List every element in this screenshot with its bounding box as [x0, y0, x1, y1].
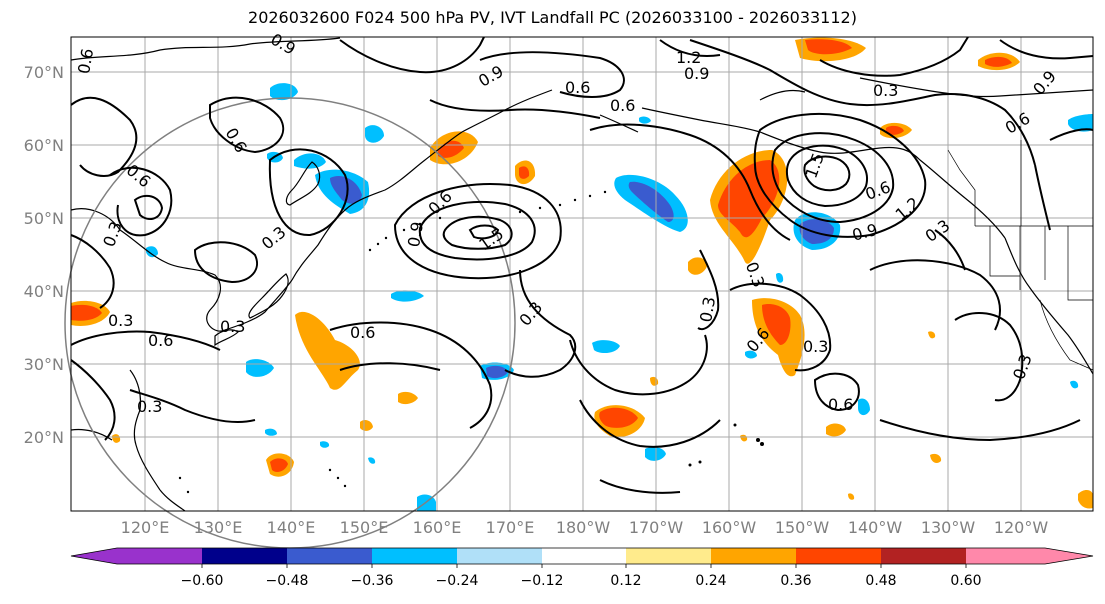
colorbar-outline	[70, 547, 1094, 565]
graticule	[71, 37, 1093, 511]
colorbar-tick-label: 0.60	[950, 573, 981, 589]
lon-label: 160°W	[702, 518, 757, 537]
political-borders	[947, 140, 1094, 371]
contour-label: 0.6	[148, 331, 173, 350]
map-frame	[70, 36, 1094, 512]
lon-label: 120°W	[994, 518, 1049, 537]
colorbar-tick-label: −0.24	[436, 573, 479, 589]
colorbar-tick-label: −0.48	[266, 573, 309, 589]
lat-label-20n: 20°N	[24, 428, 64, 447]
colorbar-tick-label: 0.36	[780, 573, 811, 589]
lat-label-60n: 60°N	[24, 136, 64, 155]
contour-label: 0.3	[137, 397, 162, 416]
contour-label: 0.6	[350, 323, 375, 342]
anomaly-shading	[71, 37, 1093, 511]
colorbar-segment	[457, 548, 542, 564]
colorbar-segment	[202, 548, 287, 564]
colorbar-segment	[796, 548, 881, 564]
contour-label: 1.2	[676, 48, 701, 67]
lon-label: 150°E	[340, 518, 389, 537]
colorbar-tick-label: 0.24	[695, 573, 726, 589]
colorbar-tick-label: −0.36	[351, 573, 394, 589]
colorbar-tick-label: 0.12	[610, 573, 641, 589]
contour-label: 0.3	[696, 295, 719, 323]
colorbar-segment	[542, 548, 626, 564]
lon-label: 170°W	[629, 518, 684, 537]
lon-label: 120°E	[121, 518, 170, 537]
map-title: 2026032600 F024 500 hPa PV, IVT Landfall…	[248, 8, 857, 27]
lat-label-30n: 30°N	[24, 355, 64, 374]
lon-label: 180°W	[556, 518, 611, 537]
colorbar-segment	[287, 548, 372, 564]
lon-label: 130°E	[194, 518, 243, 537]
lon-label: 170°E	[486, 518, 535, 537]
latitude-axis: 70°N 60°N 50°N 40°N 30°N 20°N	[24, 63, 64, 447]
colorbar-segment	[711, 548, 796, 564]
lon-label: 160°E	[413, 518, 462, 537]
longitude-axis: 120°E 130°E 140°E 150°E 160°E 170°E 180°…	[121, 518, 1049, 537]
colorbar-segment	[881, 548, 966, 564]
contour-label: 0.3	[873, 81, 898, 100]
contour-label: 0.9	[404, 220, 427, 248]
lon-label: 140°E	[267, 518, 316, 537]
colorbar-segment	[1045, 548, 1093, 564]
contour-label: 0.3	[220, 317, 245, 336]
contour-label: 0.6	[74, 47, 97, 75]
contour-label: 0.6	[565, 78, 590, 97]
colorbar-segment	[966, 548, 1046, 564]
lat-label-50n: 50°N	[24, 209, 64, 228]
colorbar-segment	[117, 548, 202, 564]
lat-label-40n: 40°N	[24, 282, 64, 301]
pv-contours	[70, 36, 1094, 494]
colorbar-tick-label: −0.60	[181, 573, 224, 589]
contour-label: 0.6	[610, 96, 635, 115]
colorbar-tick-label: −0.12	[521, 573, 564, 589]
lat-label-70n: 70°N	[24, 63, 64, 82]
colorbar-tick-label: 0.48	[865, 573, 896, 589]
lon-label: 130°W	[921, 518, 976, 537]
lon-label: 140°W	[848, 518, 903, 537]
colorbar-segment	[626, 548, 711, 564]
colorbar: −0.60 −0.48 −0.36 −0.24 −0.12 0.12 0.24 …	[70, 547, 1094, 589]
contour-label: 0.9	[684, 64, 709, 83]
island-chains	[178, 190, 764, 494]
lon-label: 150°W	[775, 518, 830, 537]
contour-label: 0.6	[828, 395, 853, 414]
colorbar-segment	[372, 548, 457, 564]
contour-label: 0.3	[803, 337, 828, 356]
colorbar-segment	[71, 548, 118, 564]
contour-label: 0.3	[108, 311, 133, 330]
